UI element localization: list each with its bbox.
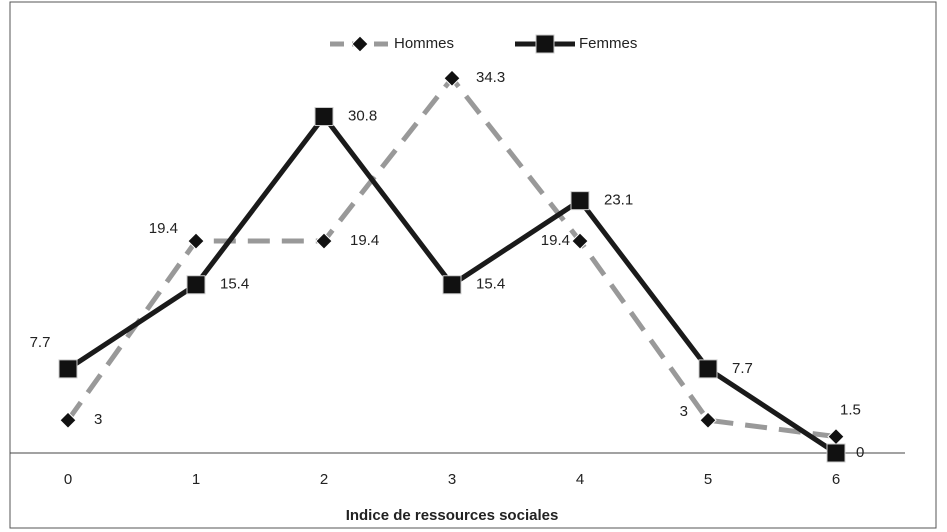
- legend-label: Hommes: [394, 35, 454, 52]
- data-label: 7.7: [732, 360, 753, 377]
- data-label: 19.4: [350, 232, 379, 249]
- data-label: 0: [856, 444, 864, 461]
- data-label: 23.1: [604, 192, 633, 209]
- marker: [314, 107, 334, 127]
- x-tick-label: 1: [192, 471, 200, 488]
- data-label: 34.3: [476, 69, 505, 86]
- data-label: 15.4: [220, 276, 249, 293]
- marker: [58, 359, 78, 379]
- x-axis-title: Indice de ressources sociales: [346, 507, 559, 524]
- x-tick-label: 3: [448, 471, 456, 488]
- series-line: [65, 75, 837, 440]
- legend-marker: [535, 34, 555, 54]
- marker: [186, 275, 206, 295]
- marker: [570, 191, 590, 211]
- data-label: 30.8: [348, 107, 377, 124]
- data-label: 3: [680, 403, 688, 420]
- marker: [443, 69, 461, 87]
- x-tick-label: 2: [320, 471, 328, 488]
- marker: [442, 275, 462, 295]
- marker: [315, 232, 333, 250]
- data-label: 3: [94, 411, 102, 428]
- x-tick-label: 0: [64, 471, 72, 488]
- x-tick-label: 6: [832, 471, 840, 488]
- x-tick-label: 4: [576, 471, 584, 488]
- marker: [571, 232, 589, 250]
- marker: [827, 427, 845, 446]
- marker: [699, 411, 717, 429]
- data-label: 19.4: [149, 220, 178, 237]
- legend-label: Femmes: [579, 35, 637, 52]
- legend-marker: [351, 35, 369, 53]
- marker: [187, 232, 205, 250]
- data-label: 19.4: [541, 232, 570, 249]
- marker: [698, 359, 718, 379]
- data-label: 7.7: [30, 334, 51, 351]
- x-tick-label: 5: [704, 471, 712, 488]
- data-label: 15.4: [476, 276, 505, 293]
- marker: [826, 443, 846, 463]
- chart-border: [9, 1, 937, 529]
- data-label: 1.5: [840, 402, 861, 419]
- marker: [59, 411, 77, 429]
